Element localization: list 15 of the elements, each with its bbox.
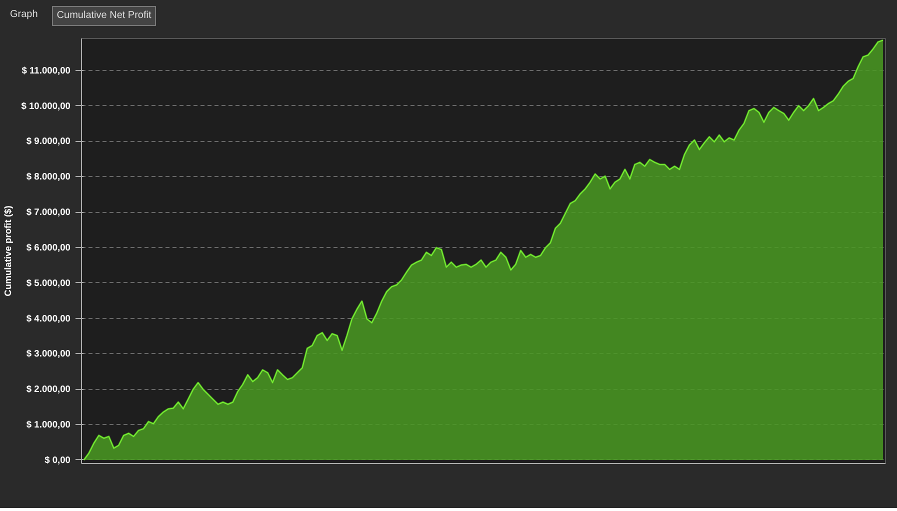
y-tick-label: $ 9.000,00 xyxy=(26,136,71,146)
y-tick-label: $ 0,00 xyxy=(44,455,71,466)
y-tick-label: $ 6.000,00 xyxy=(26,242,71,253)
y-tick-label: $ 8.000,00 xyxy=(26,172,71,182)
y-tick-label: $ 7.000,00 xyxy=(26,207,71,218)
y-tick-label: $ 3.000,00 xyxy=(26,348,71,359)
y-axis-title: Cumulative profit ($) xyxy=(3,206,14,297)
text: Cumulative Net Profit xyxy=(56,9,152,23)
y-tick-label: $ 5.000,00 xyxy=(26,278,71,288)
y-tick-label: $ 2.000,00 xyxy=(26,384,71,394)
y-tick-label: $ 4.000,00 xyxy=(26,314,71,324)
y-tick-label: $ 10.000,00 xyxy=(21,101,71,112)
y-tick-label: $ 1.000,00 xyxy=(26,420,71,430)
y-tick-label: $ 11.000,00 xyxy=(22,66,71,76)
text: Graph xyxy=(10,8,38,22)
